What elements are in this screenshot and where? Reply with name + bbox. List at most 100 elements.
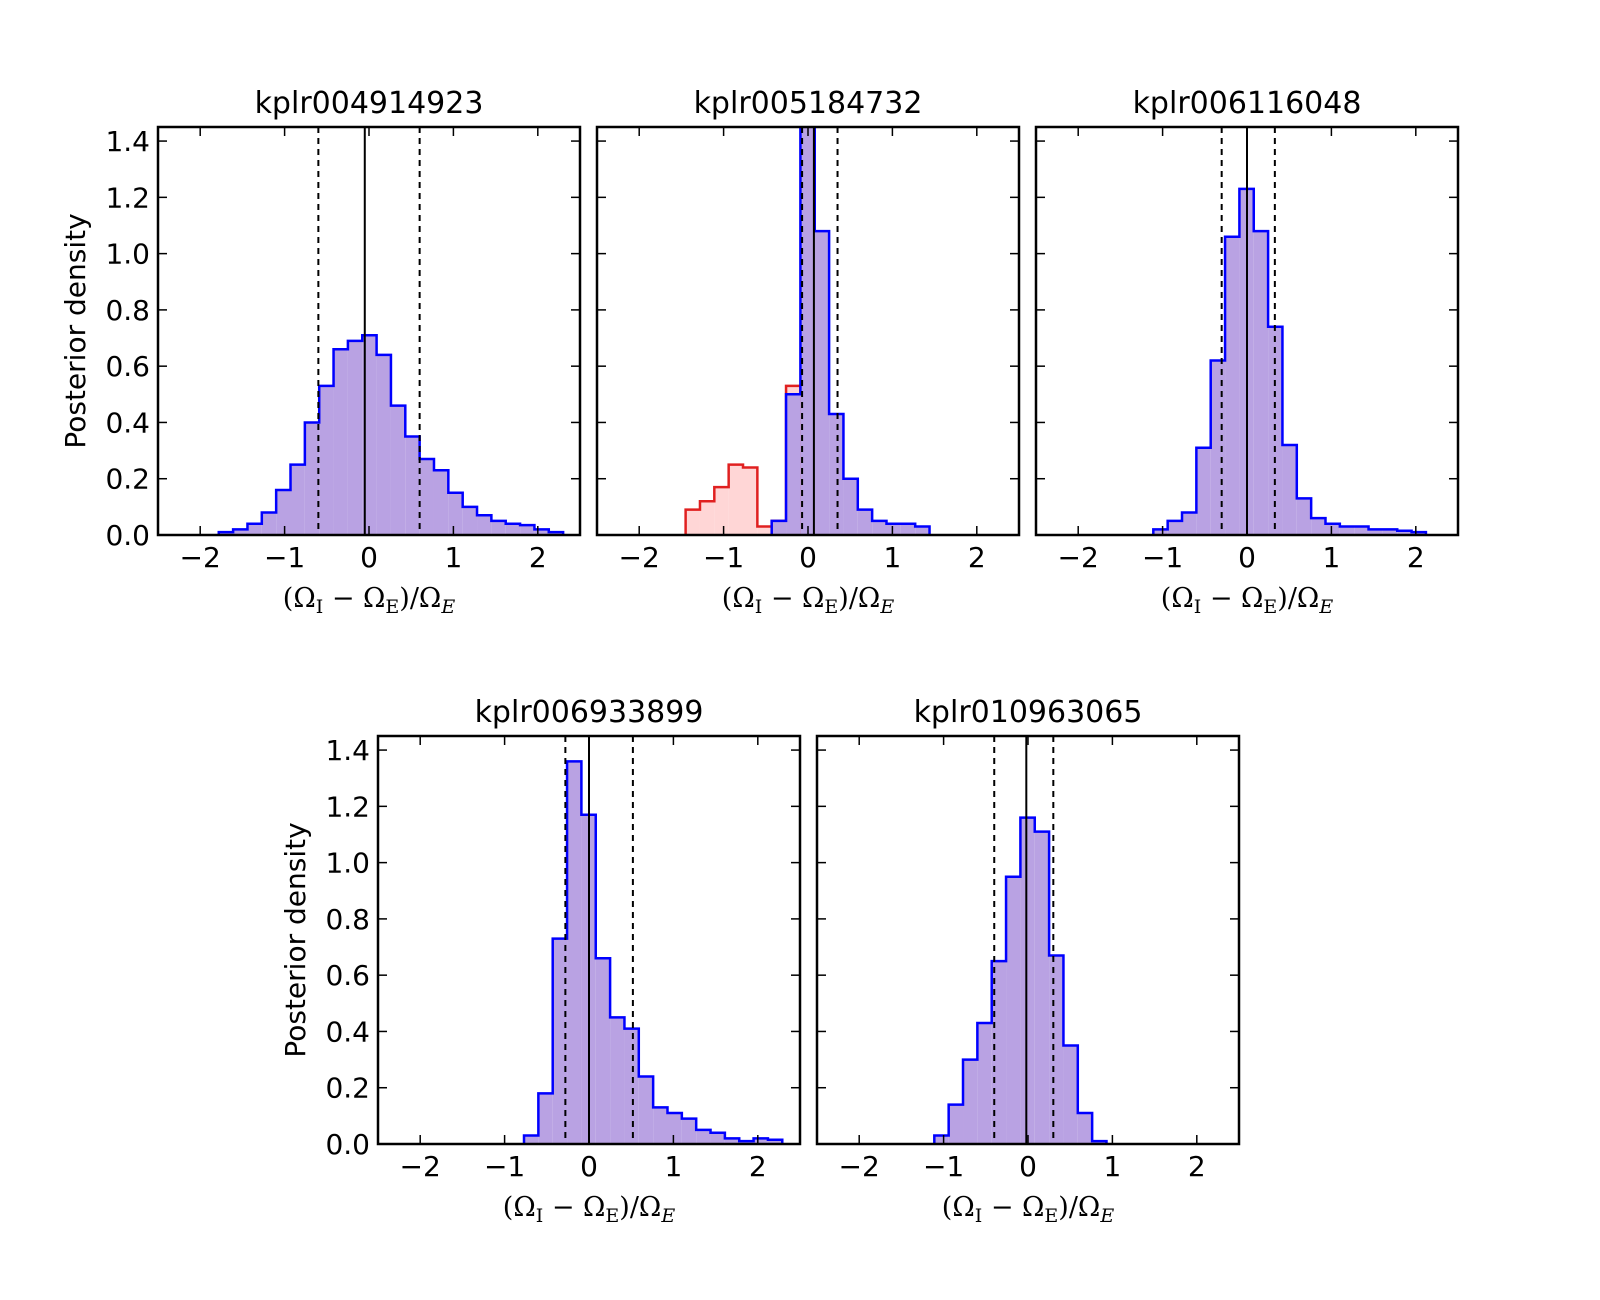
y-tick-label: 0.6: [325, 959, 370, 992]
hist-bar: [376, 354, 391, 535]
hist-bar: [1182, 512, 1197, 535]
hist-bar: [276, 489, 291, 535]
x-tick-label: 1: [1322, 541, 1340, 574]
hist-bar: [1354, 526, 1369, 535]
x-tick-label: −2: [1058, 541, 1099, 574]
hist-bar: [638, 1076, 654, 1144]
hist-bar: [915, 526, 930, 535]
hist-outline: [522, 760, 784, 1144]
y-tick-label: 1.4: [105, 125, 150, 158]
x-tick-label: 1: [883, 541, 901, 574]
hist-bar: [843, 478, 858, 535]
axes-frame: [595, 125, 1021, 537]
hist-bar: [534, 529, 549, 535]
hist-bar: [610, 1017, 625, 1144]
hist-bar: [319, 385, 334, 535]
hist-bar: [800, 127, 815, 535]
x-axis-label-part: E: [605, 1205, 619, 1227]
y-tick-label: 0.8: [105, 294, 150, 327]
hist-bar: [347, 340, 363, 535]
x-tick-label: 0: [1238, 541, 1256, 574]
axes-frame: [815, 734, 1241, 1146]
hist-bar: [477, 515, 492, 535]
hist-bar: [1077, 1113, 1093, 1144]
hist-bar: [977, 1023, 992, 1144]
y-tick-label: 0.0: [105, 519, 150, 552]
hist-bar: [696, 1129, 711, 1144]
hist-bar: [1225, 236, 1240, 535]
y-tick-label: 0.2: [325, 1072, 370, 1105]
panel-title: kplr005184732: [694, 86, 923, 121]
x-tick-label: −2: [619, 541, 660, 574]
x-axis-label-part: − Ω: [543, 1192, 605, 1223]
plot-area: [933, 736, 1108, 1144]
hist-bar: [247, 523, 262, 535]
hist-bar: [681, 1118, 697, 1144]
x-axis-label: (ΩI − ΩE)/ΩE: [722, 583, 895, 618]
hist-bar: [1339, 526, 1355, 535]
hist-bar: [567, 761, 582, 1144]
hist-bar: [739, 1141, 754, 1144]
hist-bar: [218, 532, 234, 535]
hist-bar: [714, 487, 729, 535]
x-tick-label: 0: [580, 1150, 598, 1183]
x-tick-label: −2: [180, 541, 221, 574]
hist-bar: [857, 509, 873, 535]
hist-bar: [1020, 817, 1035, 1144]
panel-title: kplr006116048: [1133, 86, 1362, 121]
hist-bar: [233, 529, 248, 535]
hist-bar: [1153, 529, 1168, 535]
x-tick-label: −2: [839, 1150, 880, 1183]
plot-area: [217, 127, 565, 535]
x-axis-label-part: (Ω: [1161, 583, 1194, 614]
hist-bar: [685, 509, 700, 535]
hist-outline: [1152, 187, 1428, 535]
x-axis-label-part: E: [385, 596, 399, 618]
hist-bar: [1325, 523, 1340, 535]
hist-bar: [710, 1132, 725, 1144]
x-axis-label-part: E: [824, 596, 838, 618]
y-tick-label: 1.0: [325, 847, 370, 880]
x-axis-label-part: E: [1044, 1205, 1058, 1227]
hist-bar: [771, 520, 787, 535]
hist-bar: [548, 532, 564, 535]
hist-bar: [886, 523, 901, 535]
hist-bar: [362, 335, 377, 535]
hist-bar: [786, 394, 801, 535]
hist-bar: [390, 405, 406, 535]
x-tick-label: −1: [484, 1150, 525, 1183]
x-axis-label-part: (Ω: [722, 583, 755, 614]
hist-bar: [963, 1059, 978, 1144]
x-axis-label-part: E: [1318, 596, 1333, 618]
x-tick-label: 1: [444, 541, 462, 574]
x-tick-label: 2: [1407, 541, 1425, 574]
hist-bar: [538, 1093, 553, 1144]
hist-bar: [1282, 444, 1297, 535]
x-axis-label: (ΩI − ΩE)/ΩE: [942, 1192, 1115, 1227]
x-tick-label: 0: [1019, 1150, 1037, 1183]
hist-bar: [624, 1028, 639, 1144]
x-axis-label-part: I: [536, 1205, 544, 1227]
axes-frame: [1034, 125, 1460, 537]
hist-bar: [653, 1107, 668, 1144]
y-axis-label: Posterior density: [279, 822, 312, 1057]
x-tick-label: 2: [1188, 1150, 1206, 1183]
hist-bar: [767, 1139, 783, 1144]
hist-bar: [595, 958, 611, 1144]
hist-bar: [1049, 955, 1064, 1144]
y-tick-label: 0.2: [105, 463, 150, 496]
hist-bar: [433, 470, 449, 535]
hist-bar: [1296, 498, 1312, 535]
hist-bar: [524, 1135, 539, 1144]
x-axis-label-part: − Ω: [982, 1192, 1044, 1223]
hist-outline: [217, 333, 565, 535]
hist-bar: [405, 436, 420, 535]
hist-bar: [667, 1113, 682, 1144]
hist-bar: [1210, 360, 1226, 535]
hist-bar: [520, 525, 535, 535]
hist-bar: [290, 464, 305, 535]
hist-bar: [1411, 532, 1426, 535]
x-tick-label: −1: [923, 1150, 964, 1183]
x-tick-label: −2: [400, 1150, 441, 1183]
x-axis-label-part: )/Ω: [838, 583, 880, 614]
